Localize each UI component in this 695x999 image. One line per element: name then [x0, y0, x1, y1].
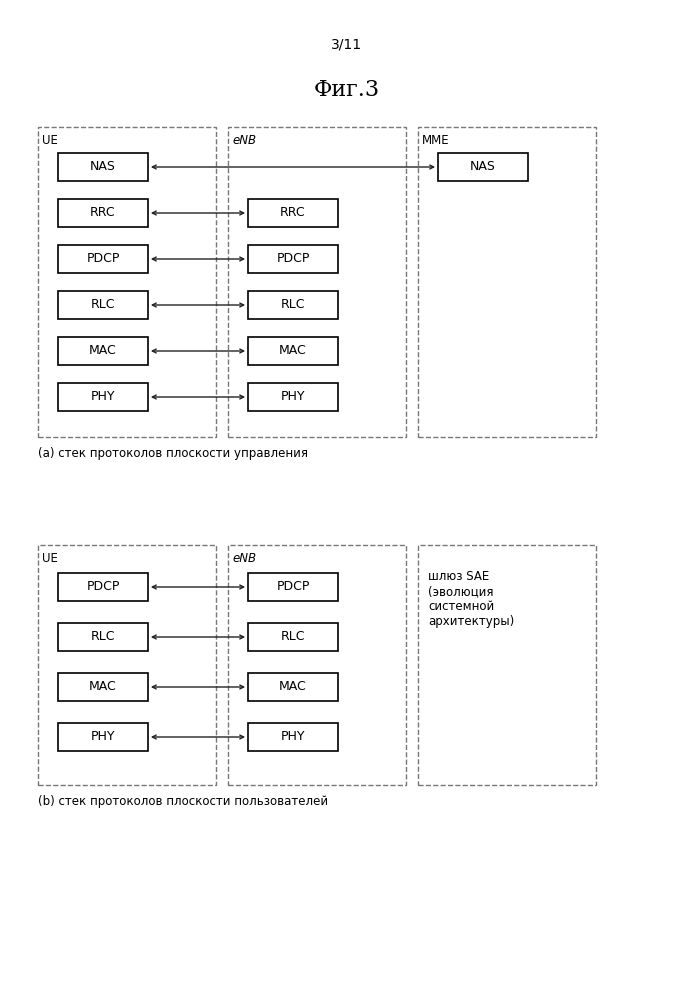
- Bar: [418, 127, 596, 437]
- Bar: [228, 127, 406, 437]
- Text: PDCP: PDCP: [277, 253, 310, 266]
- Bar: [248, 199, 338, 227]
- Bar: [58, 623, 148, 651]
- Bar: [58, 573, 148, 601]
- Text: RLC: RLC: [91, 630, 115, 643]
- Bar: [228, 545, 406, 785]
- Text: MME: MME: [422, 135, 450, 148]
- Bar: [38, 545, 216, 785]
- Text: MAC: MAC: [89, 680, 117, 693]
- Bar: [38, 127, 216, 437]
- Bar: [58, 291, 148, 319]
- Text: NAS: NAS: [90, 161, 116, 174]
- Text: (b) стек протоколов плоскости пользователей: (b) стек протоколов плоскости пользовате…: [38, 794, 328, 807]
- Text: PDCP: PDCP: [86, 253, 120, 266]
- Bar: [58, 153, 148, 181]
- Text: RLC: RLC: [91, 299, 115, 312]
- Text: RLC: RLC: [281, 630, 305, 643]
- Text: Фиг.3: Фиг.3: [314, 79, 380, 101]
- Bar: [58, 337, 148, 365]
- Bar: [248, 245, 338, 273]
- Text: шлюз SAE
(эволюция
системной
архитектуры): шлюз SAE (эволюция системной архитектуры…: [428, 570, 514, 628]
- Bar: [58, 723, 148, 751]
- Bar: [438, 153, 528, 181]
- Text: eNB: eNB: [232, 135, 256, 148]
- Text: PHY: PHY: [281, 730, 305, 743]
- Text: MAC: MAC: [279, 345, 307, 358]
- Text: PDCP: PDCP: [277, 580, 310, 593]
- Bar: [248, 291, 338, 319]
- Text: UE: UE: [42, 135, 58, 148]
- Text: MAC: MAC: [279, 680, 307, 693]
- Bar: [58, 383, 148, 411]
- Text: (a) стек протоколов плоскости управления: (a) стек протоколов плоскости управления: [38, 447, 308, 460]
- Text: PHY: PHY: [281, 391, 305, 404]
- Bar: [418, 545, 596, 785]
- Bar: [248, 673, 338, 701]
- Bar: [58, 245, 148, 273]
- Bar: [248, 383, 338, 411]
- Bar: [248, 337, 338, 365]
- Bar: [248, 623, 338, 651]
- Bar: [248, 723, 338, 751]
- Text: 3/11: 3/11: [332, 38, 363, 52]
- Text: eNB: eNB: [232, 552, 256, 565]
- Text: MAC: MAC: [89, 345, 117, 358]
- Text: RRC: RRC: [90, 207, 116, 220]
- Text: PDCP: PDCP: [86, 580, 120, 593]
- Bar: [58, 199, 148, 227]
- Bar: [58, 673, 148, 701]
- Text: PHY: PHY: [91, 730, 115, 743]
- Text: NAS: NAS: [470, 161, 496, 174]
- Text: PHY: PHY: [91, 391, 115, 404]
- Text: RLC: RLC: [281, 299, 305, 312]
- Bar: [248, 573, 338, 601]
- Text: RRC: RRC: [280, 207, 306, 220]
- Text: UE: UE: [42, 552, 58, 565]
